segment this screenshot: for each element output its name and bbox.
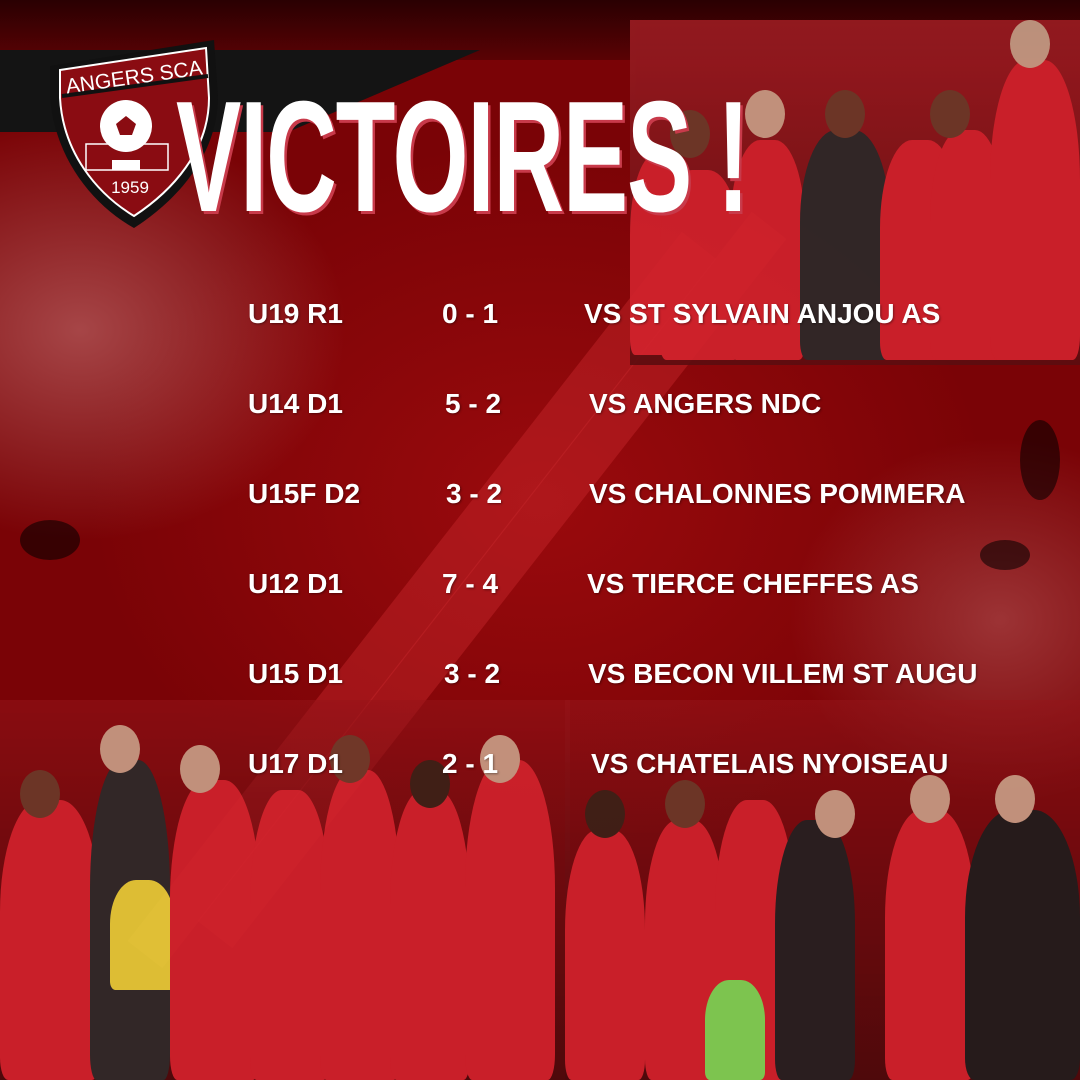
- team-label: U15 D1: [248, 658, 343, 689]
- opponent: VS ANGERS NDC: [589, 388, 822, 419]
- team-label: U17 D1: [248, 748, 343, 779]
- team-label: U12 D1: [248, 568, 343, 599]
- team-label: U15F D2: [248, 478, 361, 509]
- team-label: U14 D1: [248, 388, 343, 419]
- opponent: VS TIERCE CHEFFES AS: [587, 568, 919, 599]
- result-row: U14 D1 5 - 2 VS ANGERS NDC: [0, 388, 1080, 428]
- opponent: VS CHATELAIS NYOISEAU: [591, 748, 949, 779]
- splatter: [20, 520, 80, 560]
- result-row: U17 D1 2 - 1 VS CHATELAIS NYOISEAU: [0, 748, 1080, 788]
- team-photo-top: [630, 20, 1080, 365]
- opponent: VS ST SYLVAIN ANJOU AS: [584, 298, 941, 329]
- team-photo-bottom-left: [0, 700, 570, 1080]
- opponent: VS BECON VILLEM ST AUGU: [588, 658, 978, 689]
- logo-year: 1959: [111, 178, 149, 197]
- score: 0 - 1: [442, 298, 499, 329]
- team-label: U19 R1: [248, 298, 343, 329]
- result-row: U15F D2 3 - 2 VS CHALONNES POMMERA: [0, 478, 1080, 518]
- page-title: VICTOIRES !: [176, 69, 750, 245]
- score: 5 - 2: [445, 388, 502, 419]
- result-row: U12 D1 7 - 4 VS TIERCE CHEFFES AS: [0, 568, 1080, 608]
- splatter: [980, 540, 1030, 570]
- score: 3 - 2: [444, 658, 501, 689]
- result-row: U19 R1 0 - 1 VS ST SYLVAIN ANJOU AS: [0, 298, 1080, 338]
- team-photo-bottom-right: [565, 700, 1080, 1080]
- score: 3 - 2: [446, 478, 503, 509]
- opponent: VS CHALONNES POMMERA: [589, 478, 966, 509]
- club-logo: ANGERS SCA 1959: [50, 40, 218, 228]
- result-row: U15 D1 3 - 2 VS BECON VILLEM ST AUGU: [0, 658, 1080, 698]
- splatter: [1020, 420, 1060, 500]
- score: 7 - 4: [442, 568, 499, 599]
- score: 2 - 1: [442, 748, 499, 779]
